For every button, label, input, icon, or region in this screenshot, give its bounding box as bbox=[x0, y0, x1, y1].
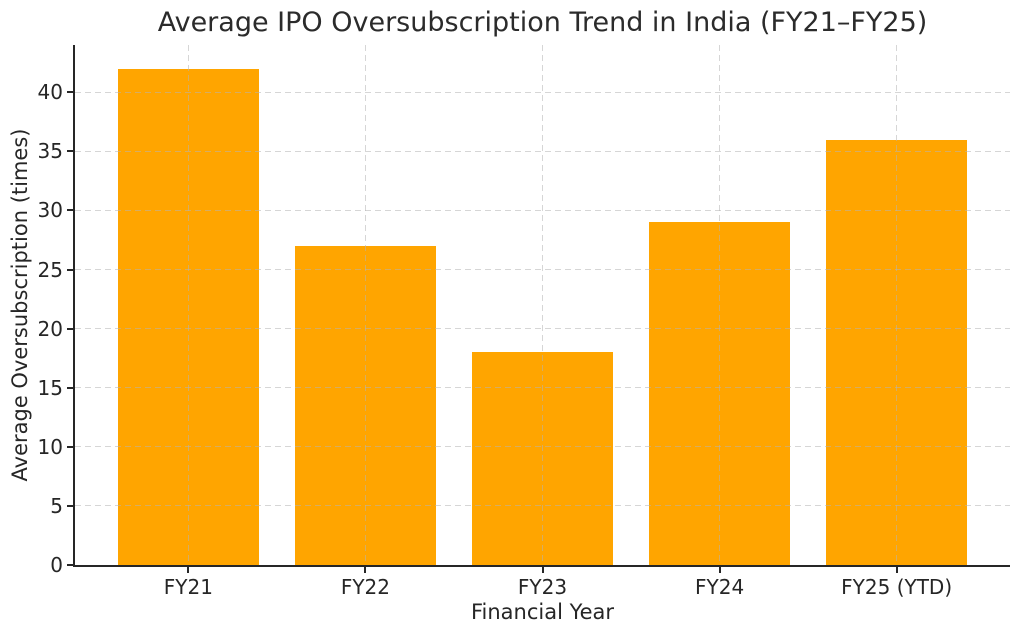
y-tick-mark bbox=[67, 504, 73, 507]
x-tick-mark bbox=[364, 567, 367, 573]
y-tick-mark bbox=[67, 386, 73, 389]
y-tick-mark bbox=[67, 91, 73, 94]
x-gridline bbox=[364, 45, 366, 565]
y-tick-mark bbox=[67, 564, 73, 566]
x-tick-label: FY25 (YTD) bbox=[841, 575, 953, 599]
y-tick-label: 35 bbox=[37, 139, 63, 164]
y-axis-spine bbox=[73, 45, 75, 567]
plot-area: 0 5 10 15 20 25 30 35 40 FY21 FY22 FY23 FY24 FY25 (YT… bbox=[38, 45, 1010, 599]
x-tick-mark bbox=[718, 567, 721, 573]
x-tick-mark bbox=[895, 567, 898, 573]
chart-title: Average IPO Oversubscription Trend in In… bbox=[157, 7, 928, 38]
y-tick-label: 20 bbox=[37, 316, 63, 341]
x-gridline bbox=[896, 45, 898, 565]
x-tick-label: FY22 bbox=[340, 575, 390, 599]
y-tick-label: 15 bbox=[37, 375, 63, 400]
y-axis-label: Average Oversubscription (times) bbox=[8, 128, 32, 482]
y-tick-label: 5 bbox=[50, 493, 63, 518]
x-axis-spine bbox=[73, 565, 1010, 567]
x-gridline bbox=[719, 45, 721, 565]
y-tick-label: 0 bbox=[50, 553, 63, 577]
x-tick-label: FY24 bbox=[694, 575, 745, 599]
x-tick-mark bbox=[541, 567, 544, 573]
x-gridline bbox=[187, 45, 189, 565]
y-tick-label: 25 bbox=[37, 257, 63, 282]
y-tick-mark bbox=[67, 209, 73, 212]
y-tick-label: 30 bbox=[37, 198, 63, 223]
y-tick-label: 10 bbox=[37, 434, 63, 459]
x-tick-mark bbox=[187, 567, 190, 573]
y-tick-label: 40 bbox=[37, 80, 63, 105]
x-axis-label: Financial Year bbox=[470, 600, 615, 624]
x-tick-label: FY23 bbox=[517, 575, 568, 599]
y-tick-mark bbox=[67, 268, 73, 271]
x-tick-label: FY21 bbox=[163, 575, 213, 599]
x-gridline bbox=[542, 45, 543, 565]
y-tick-mark bbox=[67, 150, 73, 153]
y-tick-mark bbox=[67, 327, 73, 330]
y-tick-mark bbox=[67, 445, 73, 448]
